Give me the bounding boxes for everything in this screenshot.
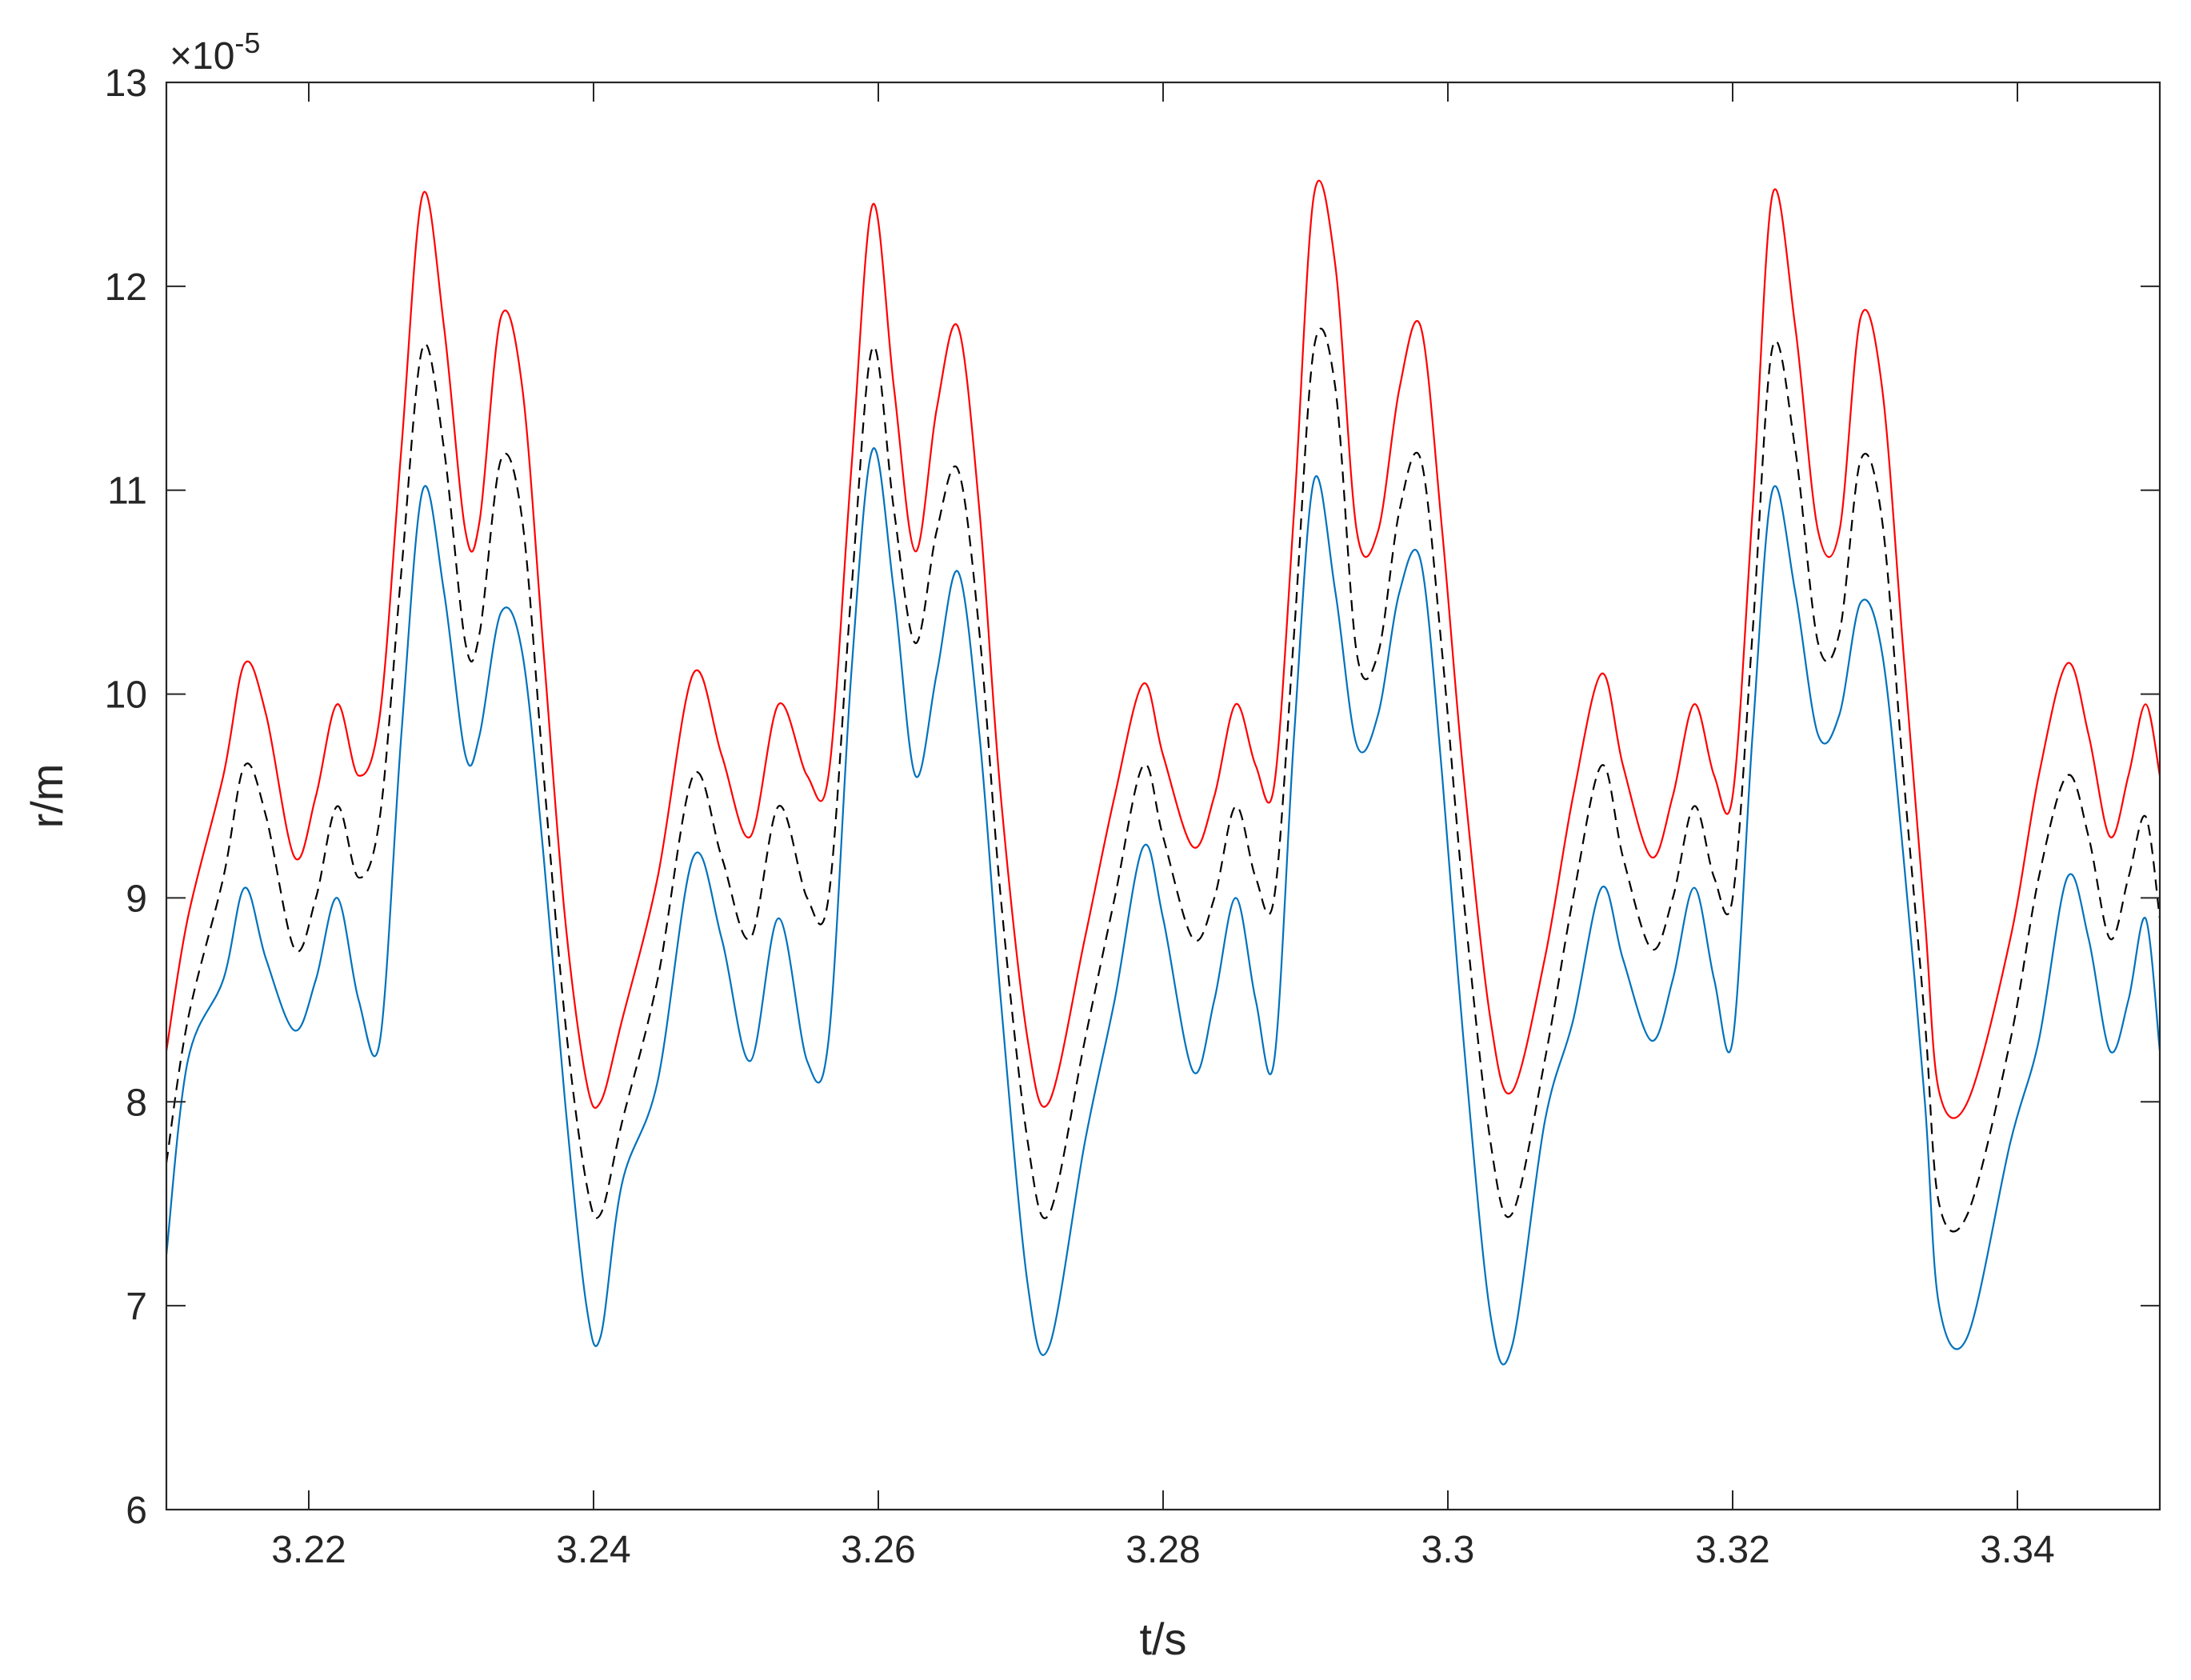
y-tick-label: 6 xyxy=(126,1490,147,1532)
x-tick-label: 3.34 xyxy=(1980,1529,2054,1571)
y-tick-label: 12 xyxy=(105,266,147,309)
y-axis-exponent-power: -5 xyxy=(234,26,260,59)
x-tick-label: 3.32 xyxy=(1695,1529,1769,1571)
y-tick-labels: 6 7 8 9 10 11 12 13 xyxy=(105,62,147,1532)
y-tick-label: 13 xyxy=(105,62,147,105)
x-axis-label: t/s xyxy=(1139,1614,1186,1664)
y-tick-label: 11 xyxy=(107,470,147,513)
y-tick-label: 10 xyxy=(105,674,147,717)
x-tick-label: 3.3 xyxy=(1421,1529,1475,1571)
y-axis-exponent-base: ×10 xyxy=(170,35,234,78)
y-axis-exponent-label: ×10-5 xyxy=(170,26,260,78)
series-lines xyxy=(166,179,2160,1366)
x-tick-labels: 3.22 3.24 3.26 3.28 3.3 3.32 3.34 xyxy=(271,1529,2054,1571)
y-axis-label: r/m xyxy=(22,764,72,829)
y-tick-label: 7 xyxy=(126,1286,147,1328)
x-tick-label: 3.22 xyxy=(271,1529,346,1571)
y-tick-label: 9 xyxy=(126,878,147,920)
series-line-2 xyxy=(166,447,2160,1366)
x-tick-label: 3.28 xyxy=(1125,1529,1200,1571)
series-line-0 xyxy=(166,179,2160,1119)
x-tick-label: 3.24 xyxy=(556,1529,630,1571)
y-tick-label: 8 xyxy=(126,1082,147,1124)
tick-marks xyxy=(166,82,2160,1510)
x-tick-label: 3.26 xyxy=(841,1529,915,1571)
series-line-1 xyxy=(166,327,2160,1233)
